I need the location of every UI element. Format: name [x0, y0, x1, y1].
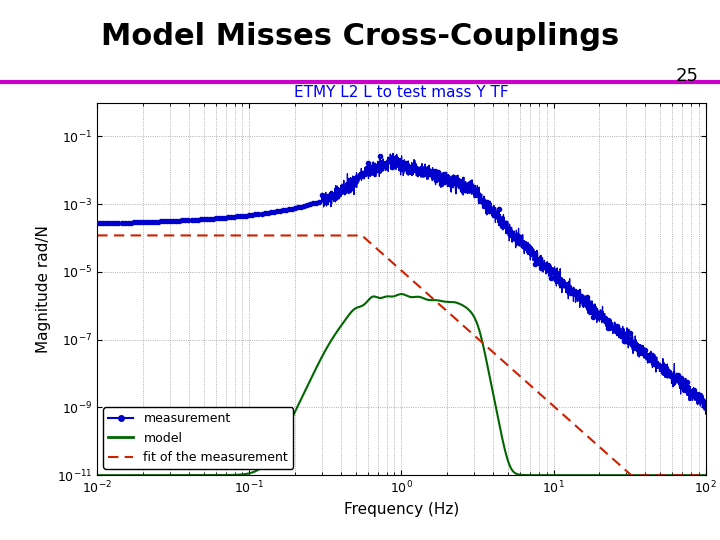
Text: Model Misses Cross-Couplings: Model Misses Cross-Couplings — [101, 22, 619, 51]
X-axis label: Frequency (Hz): Frequency (Hz) — [343, 502, 459, 517]
Y-axis label: Magnitude rad/N: Magnitude rad/N — [36, 225, 51, 353]
Legend: measurement, model, fit of the measurement: measurement, model, fit of the measureme… — [104, 408, 293, 469]
Text: 25: 25 — [675, 67, 698, 85]
Title: ETMY L2 L to test mass Y TF: ETMY L2 L to test mass Y TF — [294, 85, 509, 100]
